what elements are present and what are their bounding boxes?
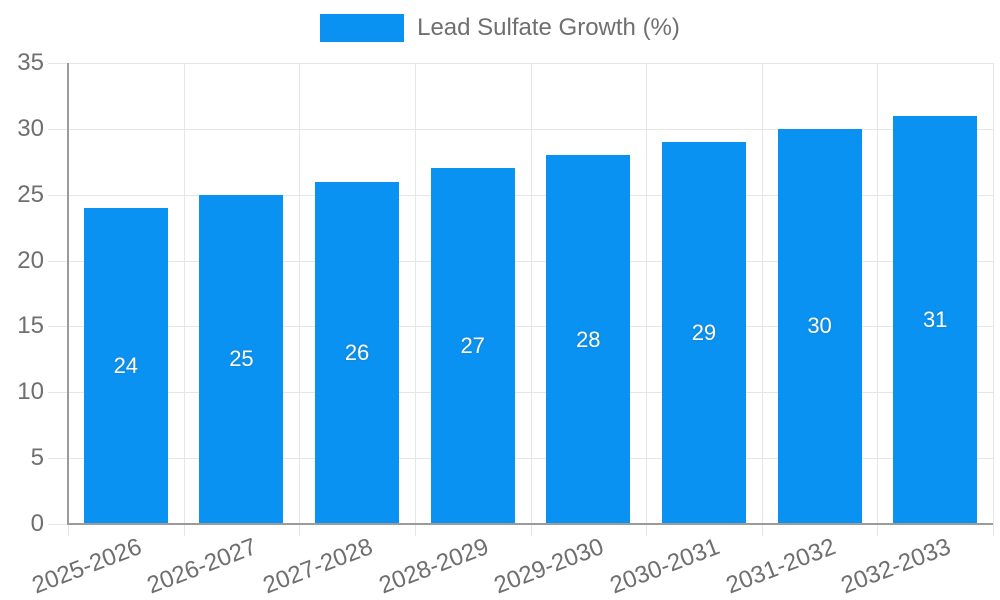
x-axis-line	[67, 523, 993, 525]
y-axis-line	[67, 63, 69, 524]
y-axis-tick-label: 25	[17, 180, 44, 208]
x-gridline	[414, 63, 416, 524]
bar-2025-2026[interactable]: 24	[83, 207, 168, 523]
x-axis-tick	[993, 524, 994, 536]
x-gridline	[993, 63, 994, 524]
x-axis-tick	[183, 524, 185, 536]
y-axis-tick	[48, 524, 68, 525]
y-axis-tick	[48, 194, 68, 196]
bar-2027-2028[interactable]: 26	[315, 181, 400, 523]
bar-value-label: 27	[460, 333, 485, 359]
x-axis-tick	[530, 524, 532, 536]
bar-2031-2032[interactable]: 30	[777, 128, 862, 523]
y-axis-tick-label: 35	[17, 49, 44, 76]
bar-2029-2030[interactable]: 28	[546, 155, 631, 523]
bar-2026-2027[interactable]: 25	[199, 194, 284, 523]
x-gridline	[877, 63, 879, 524]
bar-value-label: 25	[229, 346, 254, 372]
y-axis-tick-label: 0	[30, 510, 44, 537]
x-axis-tick	[414, 524, 416, 536]
y-axis-tick	[48, 326, 68, 328]
bar-value-label: 28	[576, 326, 601, 352]
x-gridline	[299, 63, 301, 524]
x-gridline	[530, 63, 532, 524]
bar-2030-2031[interactable]: 29	[661, 142, 746, 523]
bar-2028-2029[interactable]: 27	[430, 168, 515, 523]
x-axis-tick	[761, 524, 763, 536]
bar-value-label: 30	[807, 313, 832, 339]
y-axis-tick-label: 20	[17, 246, 44, 274]
x-axis-tick	[877, 524, 879, 536]
chart-legend[interactable]: Lead Sulfate Growth (%)	[0, 14, 1000, 42]
y-axis-tick	[48, 260, 68, 262]
y-axis-tick-label: 30	[17, 114, 44, 142]
x-axis-tick	[299, 524, 301, 536]
bar-value-label: 24	[113, 352, 139, 378]
x-gridline	[761, 63, 763, 524]
legend-swatch[interactable]	[320, 14, 405, 42]
y-axis-tick	[48, 458, 68, 460]
bar-value-label: 29	[691, 320, 717, 345]
y-axis-tick	[48, 63, 68, 64]
x-gridline	[646, 63, 648, 524]
legend-label: Lead Sulfate Growth (%)	[417, 14, 680, 41]
y-axis-tick	[48, 128, 68, 130]
y-axis-tick	[48, 392, 68, 394]
y-axis-tick-label: 10	[17, 378, 44, 406]
y-axis-tick-label: 5	[30, 444, 44, 472]
x-axis-tick	[68, 524, 69, 536]
bar-2032-2033[interactable]: 31	[893, 115, 978, 523]
x-axis-tick	[646, 524, 648, 536]
x-gridline	[183, 63, 185, 524]
bar-value-label: 31	[922, 306, 948, 332]
bar-value-label: 26	[344, 339, 370, 365]
y-axis-tick-label: 15	[17, 312, 44, 340]
